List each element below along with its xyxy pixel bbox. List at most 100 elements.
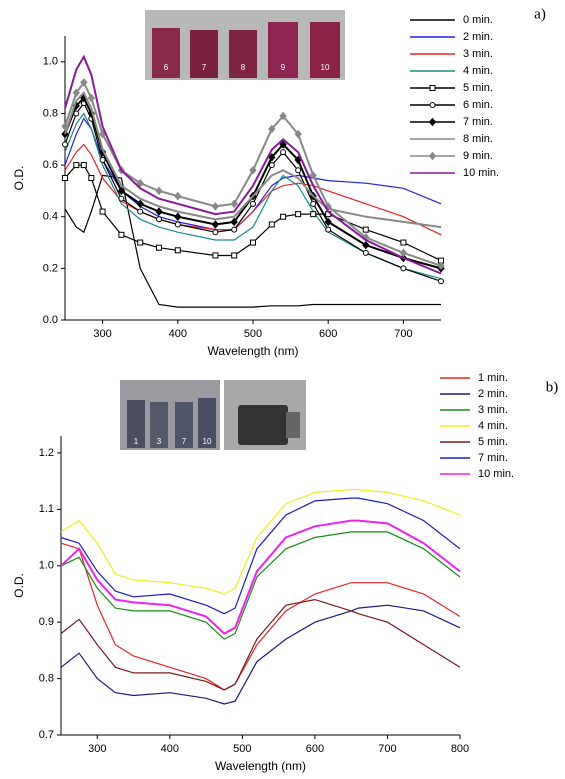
- legend-label: 3 min.: [463, 48, 493, 60]
- marker: [117, 186, 126, 196]
- series-line: [60, 604, 461, 705]
- marker: [268, 153, 276, 162]
- marker: [212, 252, 219, 259]
- marker: [174, 221, 181, 228]
- x-tick-label: 700: [394, 328, 412, 340]
- x-tick-label: 300: [93, 328, 111, 340]
- series-line: [64, 80, 442, 267]
- series-line: [64, 96, 442, 270]
- marker: [429, 85, 436, 91]
- marker: [295, 167, 302, 174]
- legend-label: 4 min.: [478, 420, 508, 432]
- marker: [62, 141, 68, 148]
- marker: [268, 162, 275, 169]
- marker: [437, 261, 445, 271]
- marker: [174, 247, 181, 254]
- series-line: [64, 101, 442, 282]
- marker: [428, 117, 437, 127]
- marker: [137, 208, 144, 215]
- marker: [99, 156, 106, 163]
- series-line: [60, 519, 461, 635]
- marker: [279, 140, 287, 149]
- marker: [280, 213, 287, 220]
- marker: [80, 162, 87, 169]
- series-line: [64, 174, 441, 308]
- series-line: [60, 489, 461, 595]
- series-line: [60, 497, 461, 615]
- inset-label: 1: [134, 437, 139, 446]
- marker: [87, 93, 95, 103]
- legend-label: 10 min.: [478, 468, 514, 480]
- legend-label: 7 min.: [478, 452, 508, 464]
- marker: [324, 217, 332, 227]
- y-tick-label: 0.0: [43, 314, 58, 326]
- y-tick-label: 1.0: [39, 560, 54, 572]
- plot-frame: [61, 436, 460, 735]
- marker: [400, 239, 407, 246]
- y-tick-label: 0.9: [39, 616, 54, 628]
- legend-label: 7 min.: [463, 116, 493, 128]
- x-tick-label: 500: [233, 743, 251, 755]
- marker: [400, 265, 407, 272]
- y-tick-label: 1.2: [39, 447, 54, 459]
- inset-photo-b: [120, 380, 306, 450]
- marker: [137, 239, 144, 246]
- x-axis-title: Wavelength (nm): [208, 344, 299, 358]
- panel-label: a): [534, 6, 546, 22]
- panel-label: b): [546, 379, 559, 395]
- series-line: [60, 542, 461, 691]
- marker: [155, 186, 163, 196]
- inset-label: 3: [157, 437, 162, 446]
- marker: [230, 199, 238, 209]
- series-line: [60, 531, 461, 640]
- y-axis-title: O.D.: [12, 573, 26, 598]
- legend-label: 2 min.: [463, 31, 493, 43]
- legend-label: 9 min.: [463, 150, 493, 162]
- x-tick-label: 700: [378, 743, 396, 755]
- legend-label: 6 min.: [463, 99, 493, 111]
- legend-label: 8 min.: [463, 133, 493, 145]
- x-tick-label: 600: [306, 743, 324, 755]
- marker: [429, 102, 436, 108]
- series-line: [64, 143, 442, 236]
- legend-label: 1 min.: [478, 372, 508, 384]
- marker: [309, 171, 317, 180]
- marker: [174, 191, 182, 201]
- legend-label: 2 min.: [478, 388, 508, 400]
- x-tick-label: 300: [88, 743, 106, 755]
- marker: [268, 124, 276, 134]
- marker: [73, 162, 80, 169]
- marker: [250, 239, 256, 246]
- x-tick-label: 400: [161, 743, 179, 755]
- y-tick-label: 0.8: [39, 672, 54, 684]
- legend-label: 5 min.: [478, 436, 508, 448]
- inset-label: 9: [281, 63, 286, 72]
- marker: [294, 129, 302, 139]
- marker: [310, 200, 317, 207]
- inset-photo-a: [145, 10, 345, 80]
- legend-label: 4 min.: [463, 65, 493, 77]
- marker: [249, 165, 257, 175]
- marker: [362, 249, 369, 256]
- y-axis-title: O.D.: [12, 166, 26, 191]
- y-tick-label: 0.4: [43, 211, 58, 223]
- marker: [428, 151, 437, 161]
- marker: [118, 231, 125, 238]
- y-tick-label: 0.7: [39, 729, 54, 741]
- y-tick-label: 1.1: [39, 503, 54, 515]
- marker: [399, 248, 408, 258]
- inset-label: 7: [182, 437, 187, 446]
- y-tick-label: 1.0: [43, 56, 58, 68]
- legend-label: 10 min.: [463, 167, 499, 179]
- marker: [362, 226, 369, 233]
- marker: [118, 195, 125, 202]
- x-axis-title: Wavelength (nm): [215, 759, 306, 773]
- marker: [230, 217, 238, 227]
- series-line: [64, 54, 442, 275]
- inset-label: 7: [202, 63, 207, 72]
- marker: [88, 175, 95, 181]
- marker: [61, 122, 69, 131]
- y-tick-label: 0.6: [43, 159, 58, 171]
- x-tick-label: 800: [451, 743, 469, 755]
